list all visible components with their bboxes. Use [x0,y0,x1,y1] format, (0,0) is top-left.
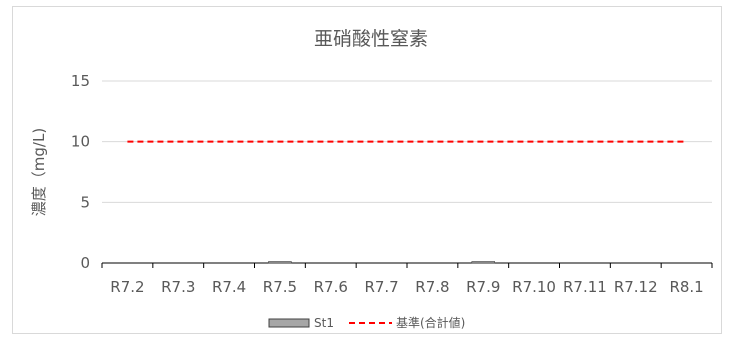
x-tick-label-R7.10: R7.10 [512,278,556,296]
x-tick-labels: R7.2 R7.3 R7.4 R7.5 R7.6 R7.7 R7.8 R7.9 R7.10 R7.… [110,278,703,296]
y-tick-label-0: 0 [80,254,90,272]
x-tick-label-R7.11: R7.11 [563,278,607,296]
chart-frame [12,6,722,334]
chart-title: 亜硝酸性窒素 [314,28,428,50]
legend: St1 基準(合計値) [268,315,465,330]
x-tick-label-R7.9: R7.9 [466,278,500,296]
y-tick-label-5: 5 [80,193,90,211]
x-tick-label-R7.8: R7.8 [415,278,449,296]
x-tick-label-R8.1: R8.1 [669,278,703,296]
y-tick-label-15: 15 [71,72,90,90]
y-tick-labels: 0 5 10 15 [71,72,90,272]
x-tick-label-R7.3: R7.3 [161,278,195,296]
x-tick-label-R7.7: R7.7 [364,278,398,296]
x-tick-label-R7.2: R7.2 [110,278,144,296]
legend-swatch-st1 [268,318,310,328]
x-tick-label-R7.5: R7.5 [263,278,297,296]
bar-R7.5 [268,261,292,264]
x-tick-label-R7.12: R7.12 [614,278,658,296]
y-axis-title: 濃度（mg/L) [30,128,48,216]
y-tick-label-10: 10 [71,133,90,151]
legend-label-st1: St1 [314,316,334,330]
x-tick-label-R7.4: R7.4 [212,278,246,296]
x-tick-marks [101,263,713,268]
bar-R7.9 [471,261,495,264]
legend-label-kijun: 基準(合計値) [396,315,465,330]
x-tick-label-R7.6: R7.6 [314,278,348,296]
bar-series-st1 [268,261,495,264]
